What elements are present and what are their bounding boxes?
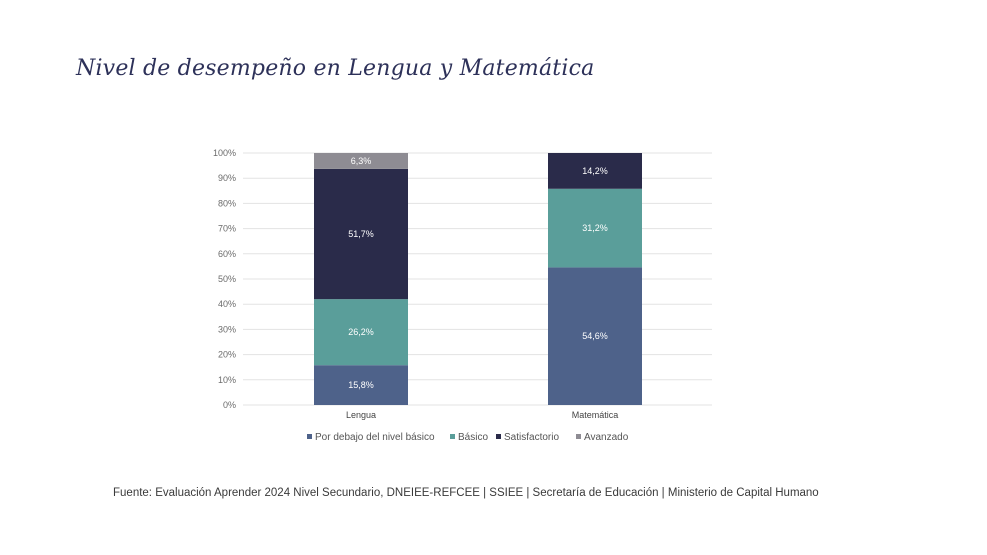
y-tick-label: 100% (213, 148, 236, 158)
legend-label: Básico (458, 432, 488, 443)
legend: Por debajo del nivel básico Básico Satisfa… (307, 432, 629, 443)
y-tick-label: 20% (218, 350, 236, 360)
y-tick-label: 0% (223, 400, 236, 410)
y-tick-label: 40% (218, 299, 236, 309)
bars: 15,8% 26,2% 51,7% 6,3% 54,6% 31,2% 14,2% (314, 153, 642, 405)
bar-segment (548, 267, 642, 405)
legend-swatch (450, 434, 455, 439)
bar-segment (548, 188, 642, 268)
y-tick-label: 90% (218, 173, 236, 183)
data-label: 31,2% (582, 223, 608, 233)
x-category-label: Matemática (572, 410, 619, 420)
y-tick-label: 70% (218, 224, 236, 234)
data-label: 54,6% (582, 331, 608, 341)
legend-swatch (307, 434, 312, 439)
legend-label: Satisfactorio (504, 432, 559, 443)
legend-swatch (576, 434, 581, 439)
data-label: 15,8% (348, 380, 374, 390)
bar-segment (314, 153, 408, 169)
data-label: 51,7% (348, 229, 374, 239)
legend-label: Avanzado (584, 432, 629, 443)
x-axis: Lengua Matemática (346, 410, 618, 420)
data-label: 14,2% (582, 166, 608, 176)
bar-segment (548, 153, 642, 189)
bar-segment (314, 365, 408, 405)
y-axis: 0% 10% 20% 30% 40% 50% 60% 70% 80% 90% 100% (213, 148, 236, 410)
legend-label: Por debajo del nivel básico (315, 432, 435, 443)
stacked-bar-chart: 0% 10% 20% 30% 40% 50% 60% 70% 80% 90% 100% 15,8% 2… (213, 148, 712, 443)
bar-segment (314, 299, 408, 366)
data-label: 6,3% (351, 156, 372, 166)
y-tick-label: 30% (218, 324, 236, 334)
x-category-label: Lengua (346, 410, 376, 420)
chart-title: Nivel de desempeño en Lengua y Matemátic… (76, 56, 595, 81)
y-tick-label: 60% (218, 249, 236, 259)
source-note: Fuente: Evaluación Aprender 2024 Nivel S… (113, 487, 819, 499)
legend-swatch (496, 434, 501, 439)
bar-segment (314, 168, 408, 300)
y-tick-label: 10% (218, 375, 236, 385)
y-tick-label: 50% (218, 274, 236, 284)
data-label: 26,2% (348, 327, 374, 337)
y-tick-label: 80% (218, 198, 236, 208)
